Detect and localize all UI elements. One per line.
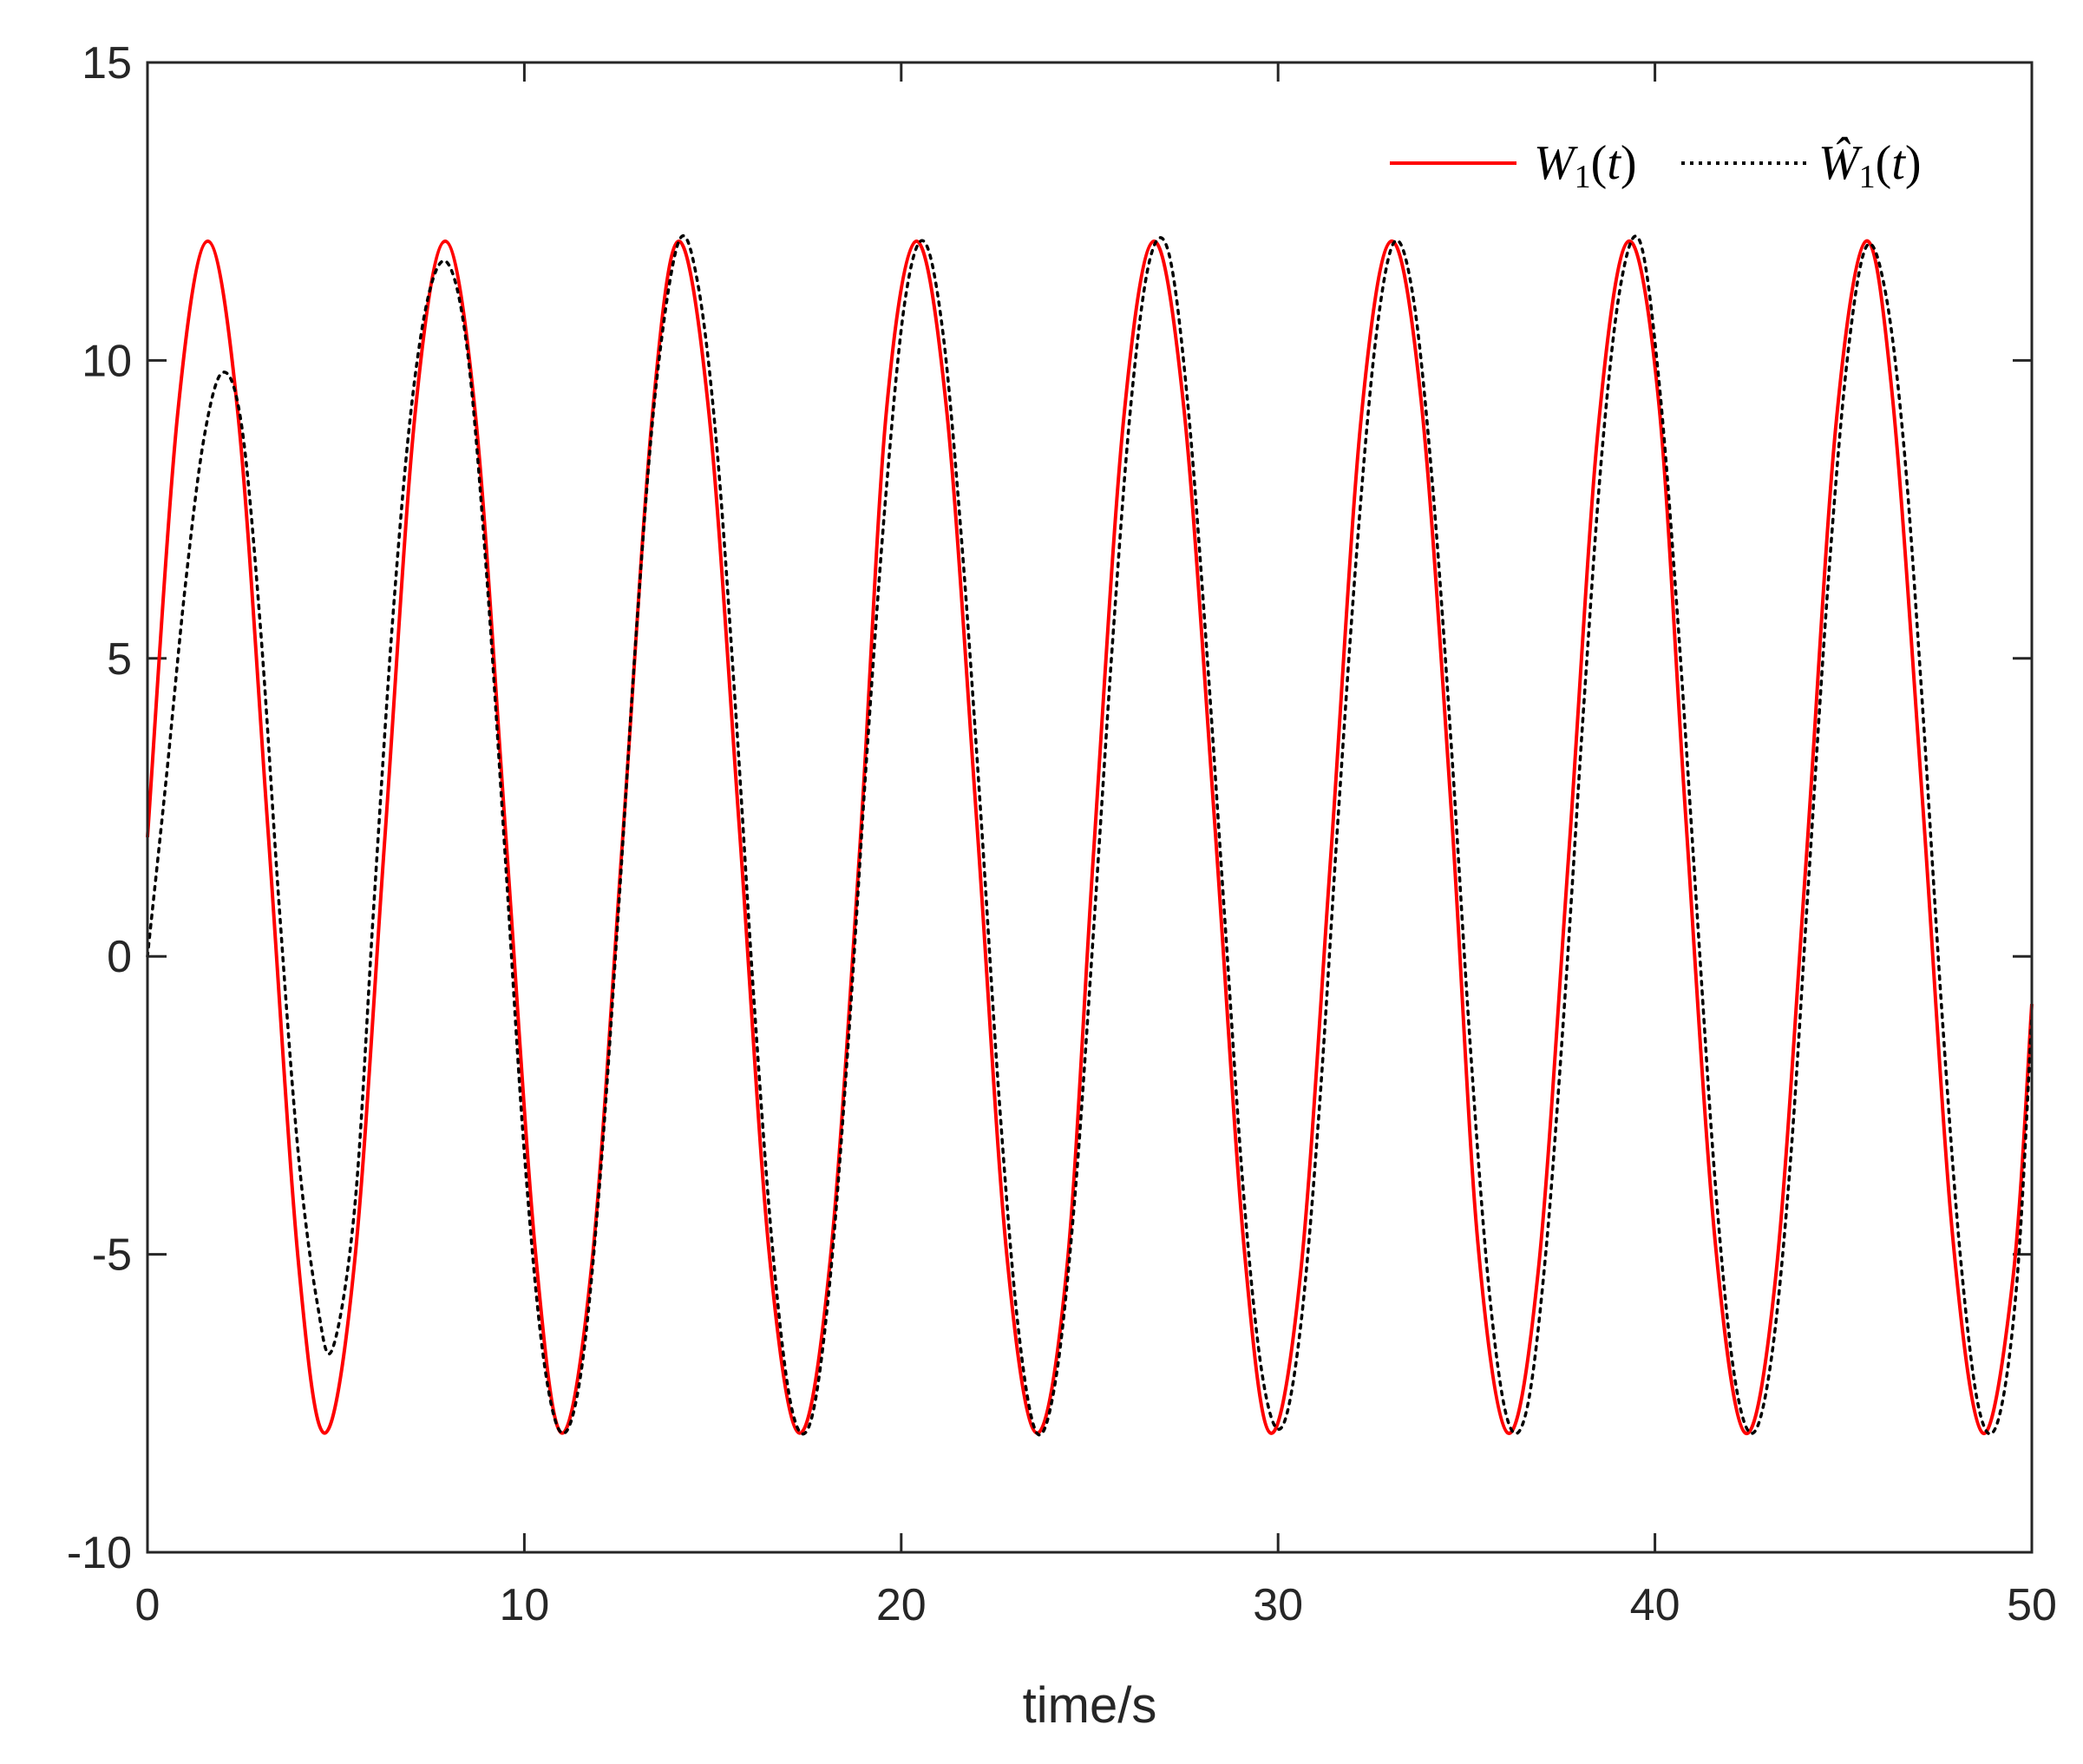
y-tick-label: -10	[67, 1528, 132, 1578]
legend-label-w1-hat: Ŵ1(t)	[1818, 135, 1922, 195]
y-tick-label: 5	[107, 634, 132, 685]
y-axis-ticks: -10 -5 0 5 10 15	[67, 38, 2032, 1578]
x-axis-label: time/s	[1023, 1677, 1157, 1734]
y-tick-label: 10	[82, 336, 132, 386]
y-tick-label: 15	[82, 38, 132, 89]
x-tick-label: 30	[1253, 1580, 1303, 1630]
y-tick-label: -5	[92, 1230, 132, 1281]
series-layer	[146, 234, 2034, 1437]
y-tick-label: 0	[107, 932, 132, 982]
x-axis-ticks: 0 10 20 30 40 50	[135, 62, 2057, 1630]
x-tick-label: 20	[876, 1580, 927, 1630]
plot-frame	[146, 61, 2034, 1554]
series-line-w1-hat	[146, 234, 2034, 1437]
x-tick-label: 0	[135, 1580, 160, 1630]
x-tick-label: 40	[1630, 1580, 1680, 1630]
x-tick-label: 50	[2007, 1580, 2057, 1630]
x-tick-label: 10	[499, 1580, 549, 1630]
